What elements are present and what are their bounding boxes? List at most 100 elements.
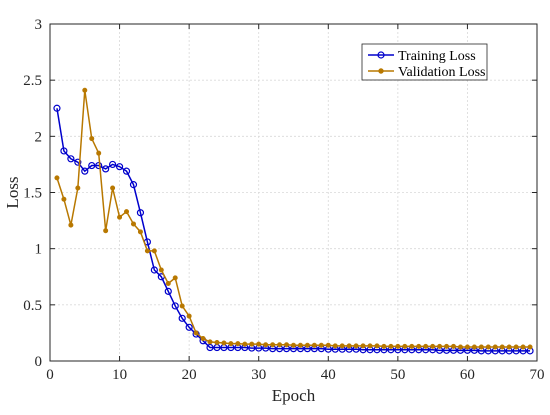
- data-point: [115, 163, 124, 171]
- data-point: [88, 161, 96, 170]
- x-tick-label: 70: [530, 367, 545, 383]
- data-point: [221, 340, 227, 346]
- data-point: [82, 87, 88, 93]
- legend-label: Validation Loss: [398, 65, 486, 80]
- legend-item: Validation Loss: [368, 65, 486, 80]
- data-point: [122, 167, 131, 175]
- data-point: [374, 343, 380, 349]
- data-point: [284, 342, 290, 348]
- data-point: [478, 344, 484, 350]
- x-tick-label: 20: [182, 367, 197, 383]
- data-point: [311, 342, 317, 348]
- data-point: [186, 313, 192, 319]
- data-point: [109, 160, 117, 169]
- data-point: [129, 181, 138, 189]
- y-tick-label: 0.5: [23, 298, 42, 314]
- data-point: [256, 341, 262, 347]
- data-point: [457, 344, 463, 350]
- ticks: 0 10 20 30 40 50 60 70 0 0.5 1 1.5 2 2.5 3: [23, 17, 544, 383]
- data-point: [171, 302, 179, 310]
- data-point: [151, 248, 157, 254]
- data-point: [249, 341, 255, 347]
- data-point: [214, 339, 220, 345]
- data-point: [346, 343, 352, 349]
- data-point: [95, 161, 103, 170]
- data-point: [360, 343, 366, 349]
- data-point: [165, 280, 171, 286]
- data-point: [200, 336, 206, 342]
- data-point: [402, 343, 408, 349]
- y-tick-label: 1: [35, 242, 43, 258]
- data-point: [367, 343, 373, 349]
- data-point: [144, 248, 150, 254]
- y-tick-label: 3: [35, 17, 43, 33]
- data-point: [332, 343, 338, 349]
- series-training-loss: [53, 104, 534, 355]
- data-point: [124, 209, 130, 215]
- data-point: [263, 342, 269, 348]
- data-point: [444, 343, 450, 349]
- data-point: [437, 343, 443, 349]
- data-point: [527, 344, 533, 350]
- x-tick-label: 60: [460, 367, 475, 383]
- legend-item: Training Loss: [368, 49, 476, 64]
- data-point: [388, 343, 394, 349]
- x-tick-label: 50: [390, 367, 405, 383]
- series-line: [56, 108, 531, 352]
- x-tick-label: 30: [251, 367, 266, 383]
- data-point: [270, 342, 276, 348]
- data-point: [423, 343, 429, 349]
- series-layer: [53, 87, 534, 355]
- data-point: [53, 104, 61, 112]
- data-point: [110, 185, 116, 191]
- x-tick-label: 10: [112, 367, 127, 383]
- data-point: [74, 158, 82, 166]
- x-tick-label: 0: [46, 367, 54, 383]
- data-point: [81, 167, 89, 175]
- legend-swatch-marker: [378, 68, 384, 74]
- data-point: [235, 341, 241, 347]
- y-axis-title: Loss: [3, 176, 22, 208]
- y-tick-label: 0: [35, 354, 43, 370]
- data-point: [193, 330, 199, 336]
- data-point: [492, 344, 498, 350]
- data-point: [60, 147, 68, 155]
- data-point: [318, 342, 324, 348]
- data-point: [339, 343, 345, 349]
- data-point: [242, 341, 248, 347]
- y-tick-label: 2: [35, 129, 43, 145]
- data-point: [54, 175, 60, 181]
- x-axis-title: Epoch: [272, 386, 316, 405]
- data-point: [277, 342, 283, 348]
- data-point: [207, 339, 213, 345]
- data-point: [67, 155, 75, 163]
- data-point: [179, 303, 185, 309]
- data-point: [117, 214, 123, 220]
- data-point: [520, 344, 526, 350]
- data-point: [409, 343, 415, 349]
- data-point: [172, 275, 178, 281]
- data-point: [297, 342, 303, 348]
- legend-swatch-marker: [377, 51, 385, 59]
- y-tick-label: 2.5: [23, 73, 42, 89]
- data-point: [353, 343, 359, 349]
- data-point: [185, 323, 193, 331]
- data-point: [136, 209, 145, 217]
- data-point: [381, 343, 387, 349]
- data-point: [290, 342, 296, 348]
- data-point: [96, 150, 102, 156]
- data-point: [416, 343, 422, 349]
- series-line: [56, 90, 531, 348]
- series-validation-loss: [54, 87, 533, 350]
- data-point: [485, 344, 491, 350]
- data-point: [451, 343, 457, 349]
- data-point: [304, 342, 310, 348]
- data-point: [513, 344, 519, 350]
- data-point: [164, 287, 172, 295]
- data-point: [464, 344, 470, 350]
- data-point: [430, 343, 436, 349]
- data-point: [471, 344, 477, 350]
- data-point: [68, 222, 74, 228]
- data-point: [506, 344, 512, 350]
